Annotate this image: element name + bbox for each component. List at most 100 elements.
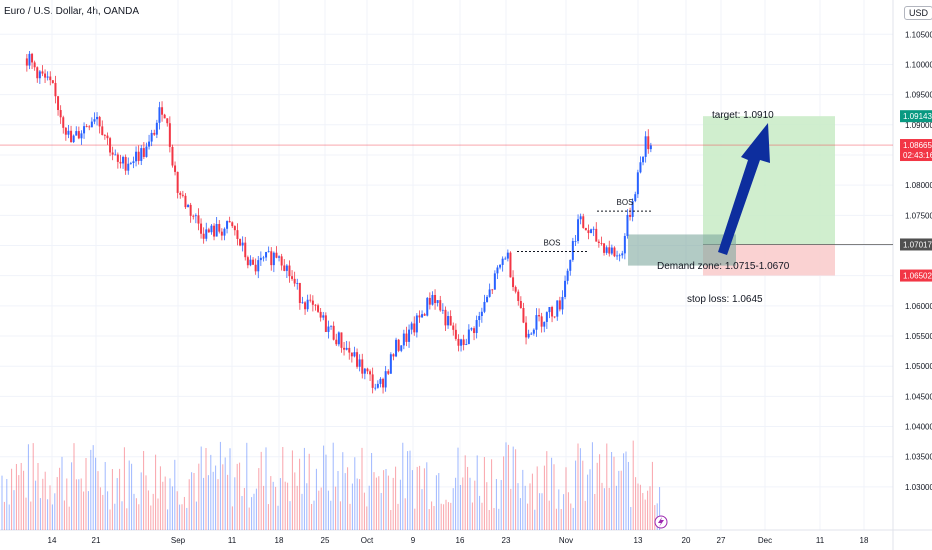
candle-body [616, 255, 619, 257]
candle-body [400, 345, 403, 351]
candle-body [345, 347, 348, 350]
candle-body [597, 241, 600, 243]
candle-body [119, 161, 122, 164]
candle-body [135, 151, 138, 162]
candle-body [613, 247, 616, 257]
candle-body [353, 352, 356, 357]
candle-body [28, 53, 31, 66]
candle-body [540, 316, 543, 327]
candle-body [158, 107, 161, 123]
candle-body [473, 328, 476, 334]
candle-body [561, 296, 564, 310]
candle-body [181, 194, 184, 196]
candle-body [480, 311, 483, 317]
candle-body [210, 225, 213, 233]
candle-body [457, 338, 460, 346]
candle-body [587, 230, 590, 234]
candle-body [314, 304, 317, 306]
candle-body [59, 110, 62, 118]
y-tick-label: 1.03000 [905, 483, 932, 492]
candle-body [644, 136, 647, 157]
candle-body [519, 300, 522, 309]
candle-body [631, 201, 634, 217]
candle-body [80, 133, 83, 139]
candle-body [525, 322, 528, 338]
candle-body [499, 264, 502, 268]
bos-label: BOS [617, 198, 634, 207]
candle-body [509, 252, 512, 278]
candle-body [96, 116, 99, 120]
candle-body [491, 289, 494, 291]
candle-body [488, 289, 491, 297]
target-arrow[interactable] [718, 123, 770, 255]
candle-body [155, 122, 158, 135]
x-tick-label: 9 [411, 536, 416, 545]
candle-body [626, 214, 629, 237]
candle-body [454, 329, 457, 339]
current-price-tag-bg [900, 139, 932, 162]
candle-body [405, 333, 408, 342]
candle-body [57, 96, 60, 111]
stop-loss-annotation: stop loss: 1.0645 [687, 294, 763, 305]
candle-body [265, 252, 268, 258]
candle-body [231, 222, 234, 227]
candle-body [566, 270, 569, 281]
candle-body [189, 204, 192, 216]
candle-body [267, 251, 270, 253]
target-zone[interactable] [703, 116, 835, 245]
demand-zone-box[interactable] [628, 234, 736, 266]
candle-body [392, 354, 395, 357]
candle-body [423, 314, 426, 316]
candle-body [426, 297, 429, 316]
candle-body [603, 243, 606, 253]
candle-body [46, 76, 49, 78]
y-tick-label: 1.04000 [905, 423, 932, 432]
candle-body [592, 228, 595, 230]
candle-body [319, 311, 322, 318]
x-tick-label: 16 [456, 536, 465, 545]
candle-body [288, 265, 291, 277]
candle-body [241, 242, 244, 246]
candle-body [512, 277, 515, 288]
currency-unit-badge[interactable]: USD [904, 6, 932, 20]
candle-body [397, 339, 400, 351]
candle-body [556, 300, 559, 317]
candle-body [111, 152, 114, 155]
candle-body [249, 259, 252, 266]
candle-body [122, 156, 125, 164]
candle-body [106, 135, 109, 139]
candle-body [202, 233, 205, 239]
y-tick-label: 1.09500 [905, 91, 932, 100]
candle-body [579, 216, 582, 220]
x-tick-label: Sep [171, 536, 186, 545]
candle-body [629, 214, 632, 217]
candle-body [153, 132, 156, 135]
candle-body [558, 300, 561, 310]
candle-body [252, 259, 255, 265]
x-tick-label: 18 [860, 536, 869, 545]
candle-body [337, 332, 340, 345]
x-tick-label: 25 [321, 536, 330, 545]
y-tick-label: 1.03500 [905, 453, 932, 462]
candle-body [387, 371, 390, 374]
candle-body [582, 216, 585, 228]
candle-body [358, 359, 361, 367]
candle-body [465, 344, 468, 345]
candle-body [543, 321, 546, 327]
candle-body [218, 223, 221, 232]
current-price-tag: 1.08665 [903, 141, 932, 150]
stop-price-tag: 1.06502 [903, 272, 932, 281]
candle-body [548, 307, 551, 313]
candle-body [280, 256, 283, 266]
target-annotation: target: 1.0910 [712, 110, 774, 121]
candle-body [137, 151, 140, 161]
x-tick-label: 21 [92, 536, 101, 545]
candle-body [527, 333, 530, 338]
candle-body [551, 307, 554, 317]
candle-body [291, 276, 294, 279]
candle-body [553, 316, 556, 318]
candle-body [642, 156, 645, 163]
x-tick-label: 20 [682, 536, 691, 545]
x-tick-label: 13 [634, 536, 643, 545]
